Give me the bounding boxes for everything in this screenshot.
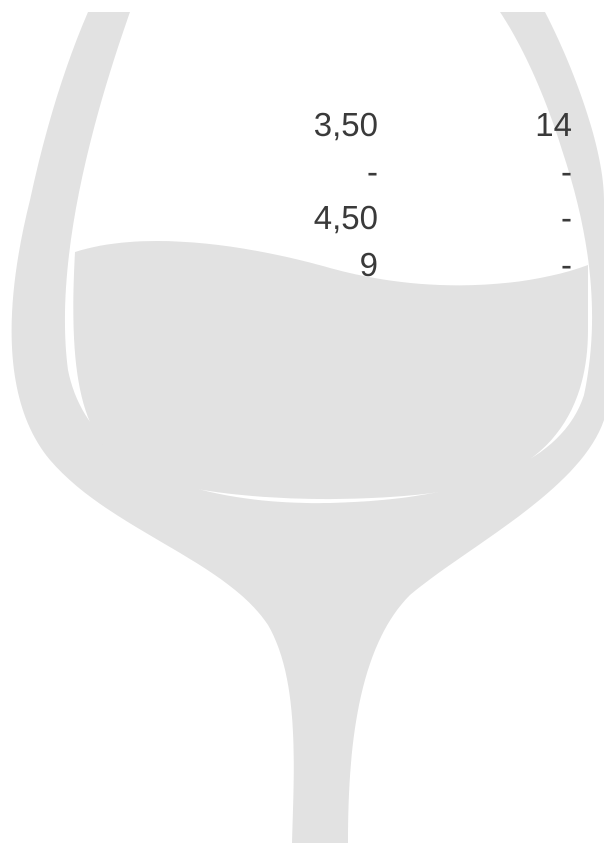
table-cell: 4,50: [200, 195, 378, 241]
table-cell: -: [200, 149, 378, 195]
table-cell: 9: [200, 242, 378, 288]
table-cell: 14: [400, 102, 572, 148]
table-cell: -: [400, 195, 572, 241]
table-cell: -: [400, 149, 572, 195]
table-cell: -: [400, 242, 572, 288]
table-cell: 3,50: [200, 102, 378, 148]
page: {"table": {"rows": [["3,50", "14"], ["-"…: [0, 0, 604, 843]
